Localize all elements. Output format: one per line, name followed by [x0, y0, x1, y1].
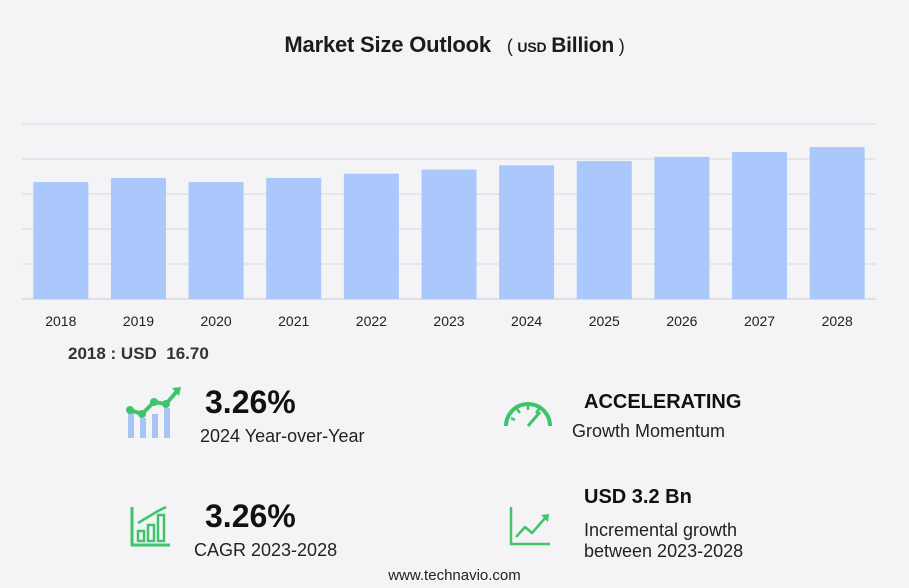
- bar-2022: [343, 173, 399, 299]
- kpi-incremental-label-line2: between 2023-2028: [584, 541, 744, 561]
- bar-2025: [576, 161, 632, 299]
- x-tick-label: 2024: [511, 313, 542, 329]
- kpi-cagr-value: 3.26%: [205, 498, 296, 534]
- kpi-incremental-value: USD 3.2 Bn: [584, 486, 692, 508]
- kpi-momentum-label: Growth Momentum: [572, 421, 726, 441]
- kpi-incremental-label-wrap: Incremental growth between 2023-2028: [584, 520, 743, 562]
- x-tick-label: 2018: [45, 313, 76, 329]
- x-tick-label: 2023: [433, 313, 464, 329]
- bar-2026: [654, 156, 710, 299]
- x-tick-label: 2021: [278, 313, 309, 329]
- gauge-needle: [526, 411, 542, 427]
- x-tick-label: 2025: [589, 313, 620, 329]
- kpi-momentum-label-wrap: Growth Momentum: [572, 421, 725, 442]
- unit-open-paren: (: [506, 36, 513, 56]
- unit-currency: USD: [517, 39, 547, 55]
- icon-bar: [128, 412, 134, 438]
- unit-scale: Billion: [551, 34, 614, 57]
- icon-arrow-head: [172, 387, 181, 396]
- icon-trend-line: [515, 516, 547, 538]
- bar-2024: [499, 165, 555, 299]
- icon-bar: [146, 523, 156, 543]
- icon-bar: [156, 513, 166, 543]
- gauge-tick: [516, 408, 521, 414]
- gauge-arc: [504, 402, 552, 427]
- bar-2018: [33, 182, 89, 299]
- icon-bar: [136, 529, 146, 543]
- x-tick-label: 2027: [744, 313, 775, 329]
- x-tick-label: 2020: [201, 313, 232, 329]
- bar-2019: [110, 177, 166, 299]
- icon-axes: [509, 507, 550, 546]
- icon-dot: [162, 400, 170, 408]
- chart-title: Market Size Outlook ( USD Billion ): [0, 32, 909, 58]
- kpi-yoy-label-wrap: 2024 Year-over-Year: [200, 426, 364, 447]
- x-tick-label: 2028: [822, 313, 853, 329]
- kpi-yoy: 3.26%: [205, 384, 296, 421]
- line-growth-icon: [509, 507, 550, 546]
- bar-2028: [809, 147, 865, 299]
- icon-bar: [140, 418, 146, 438]
- title-text: Market Size Outlook: [284, 32, 491, 57]
- kpi-momentum: ACCELERATING: [584, 391, 741, 414]
- icon-bar: [164, 408, 170, 438]
- kpi-cagr-label: CAGR 2023-2028: [194, 540, 338, 560]
- x-tick-label: 2019: [123, 313, 154, 329]
- kpi-yoy-value: 3.26%: [205, 384, 296, 420]
- growth-chart-icon: [126, 387, 181, 438]
- gauge-tick: [535, 408, 540, 414]
- icon-dot: [126, 406, 134, 414]
- kpi-yoy-label: 2024 Year-over-Year: [200, 426, 365, 446]
- base-year-note: 2018 : USD 16.70: [68, 344, 209, 363]
- gauge-tick: [510, 416, 516, 422]
- bar-2020: [188, 182, 244, 299]
- kpi-cagr: 3.26%: [205, 498, 296, 535]
- x-tick-label: 2022: [356, 313, 387, 329]
- bar-growth-icon: [130, 505, 170, 547]
- kpi-incremental: USD 3.2 Bn: [584, 486, 692, 509]
- title-unit: ( USD Billion ): [506, 34, 625, 57]
- icon-dot: [150, 398, 158, 406]
- icon-bar: [152, 414, 158, 438]
- kpi-incremental-label-line1: Incremental growth: [584, 520, 738, 540]
- icon-trend-line: [137, 505, 167, 525]
- bar-chart: 2018 2019 2020 2021 2022 2023 2024 2025 2026 2027…: [22, 123, 876, 329]
- bar-2021: [266, 177, 322, 299]
- speedometer-icon: [504, 402, 552, 427]
- bar-2023: [421, 169, 477, 299]
- icon-dot: [138, 410, 146, 418]
- bar-2027: [732, 152, 788, 299]
- kpi-momentum-value: ACCELERATING: [584, 391, 742, 413]
- icon-axes: [130, 507, 170, 547]
- icon-arrow-head: [541, 514, 549, 522]
- unit-close-paren: ): [618, 36, 625, 56]
- footer-source: www.technavio.com: [388, 567, 521, 584]
- kpi-cagr-label-wrap: CAGR 2023-2028: [194, 540, 337, 561]
- x-tick-label: 2026: [666, 313, 697, 329]
